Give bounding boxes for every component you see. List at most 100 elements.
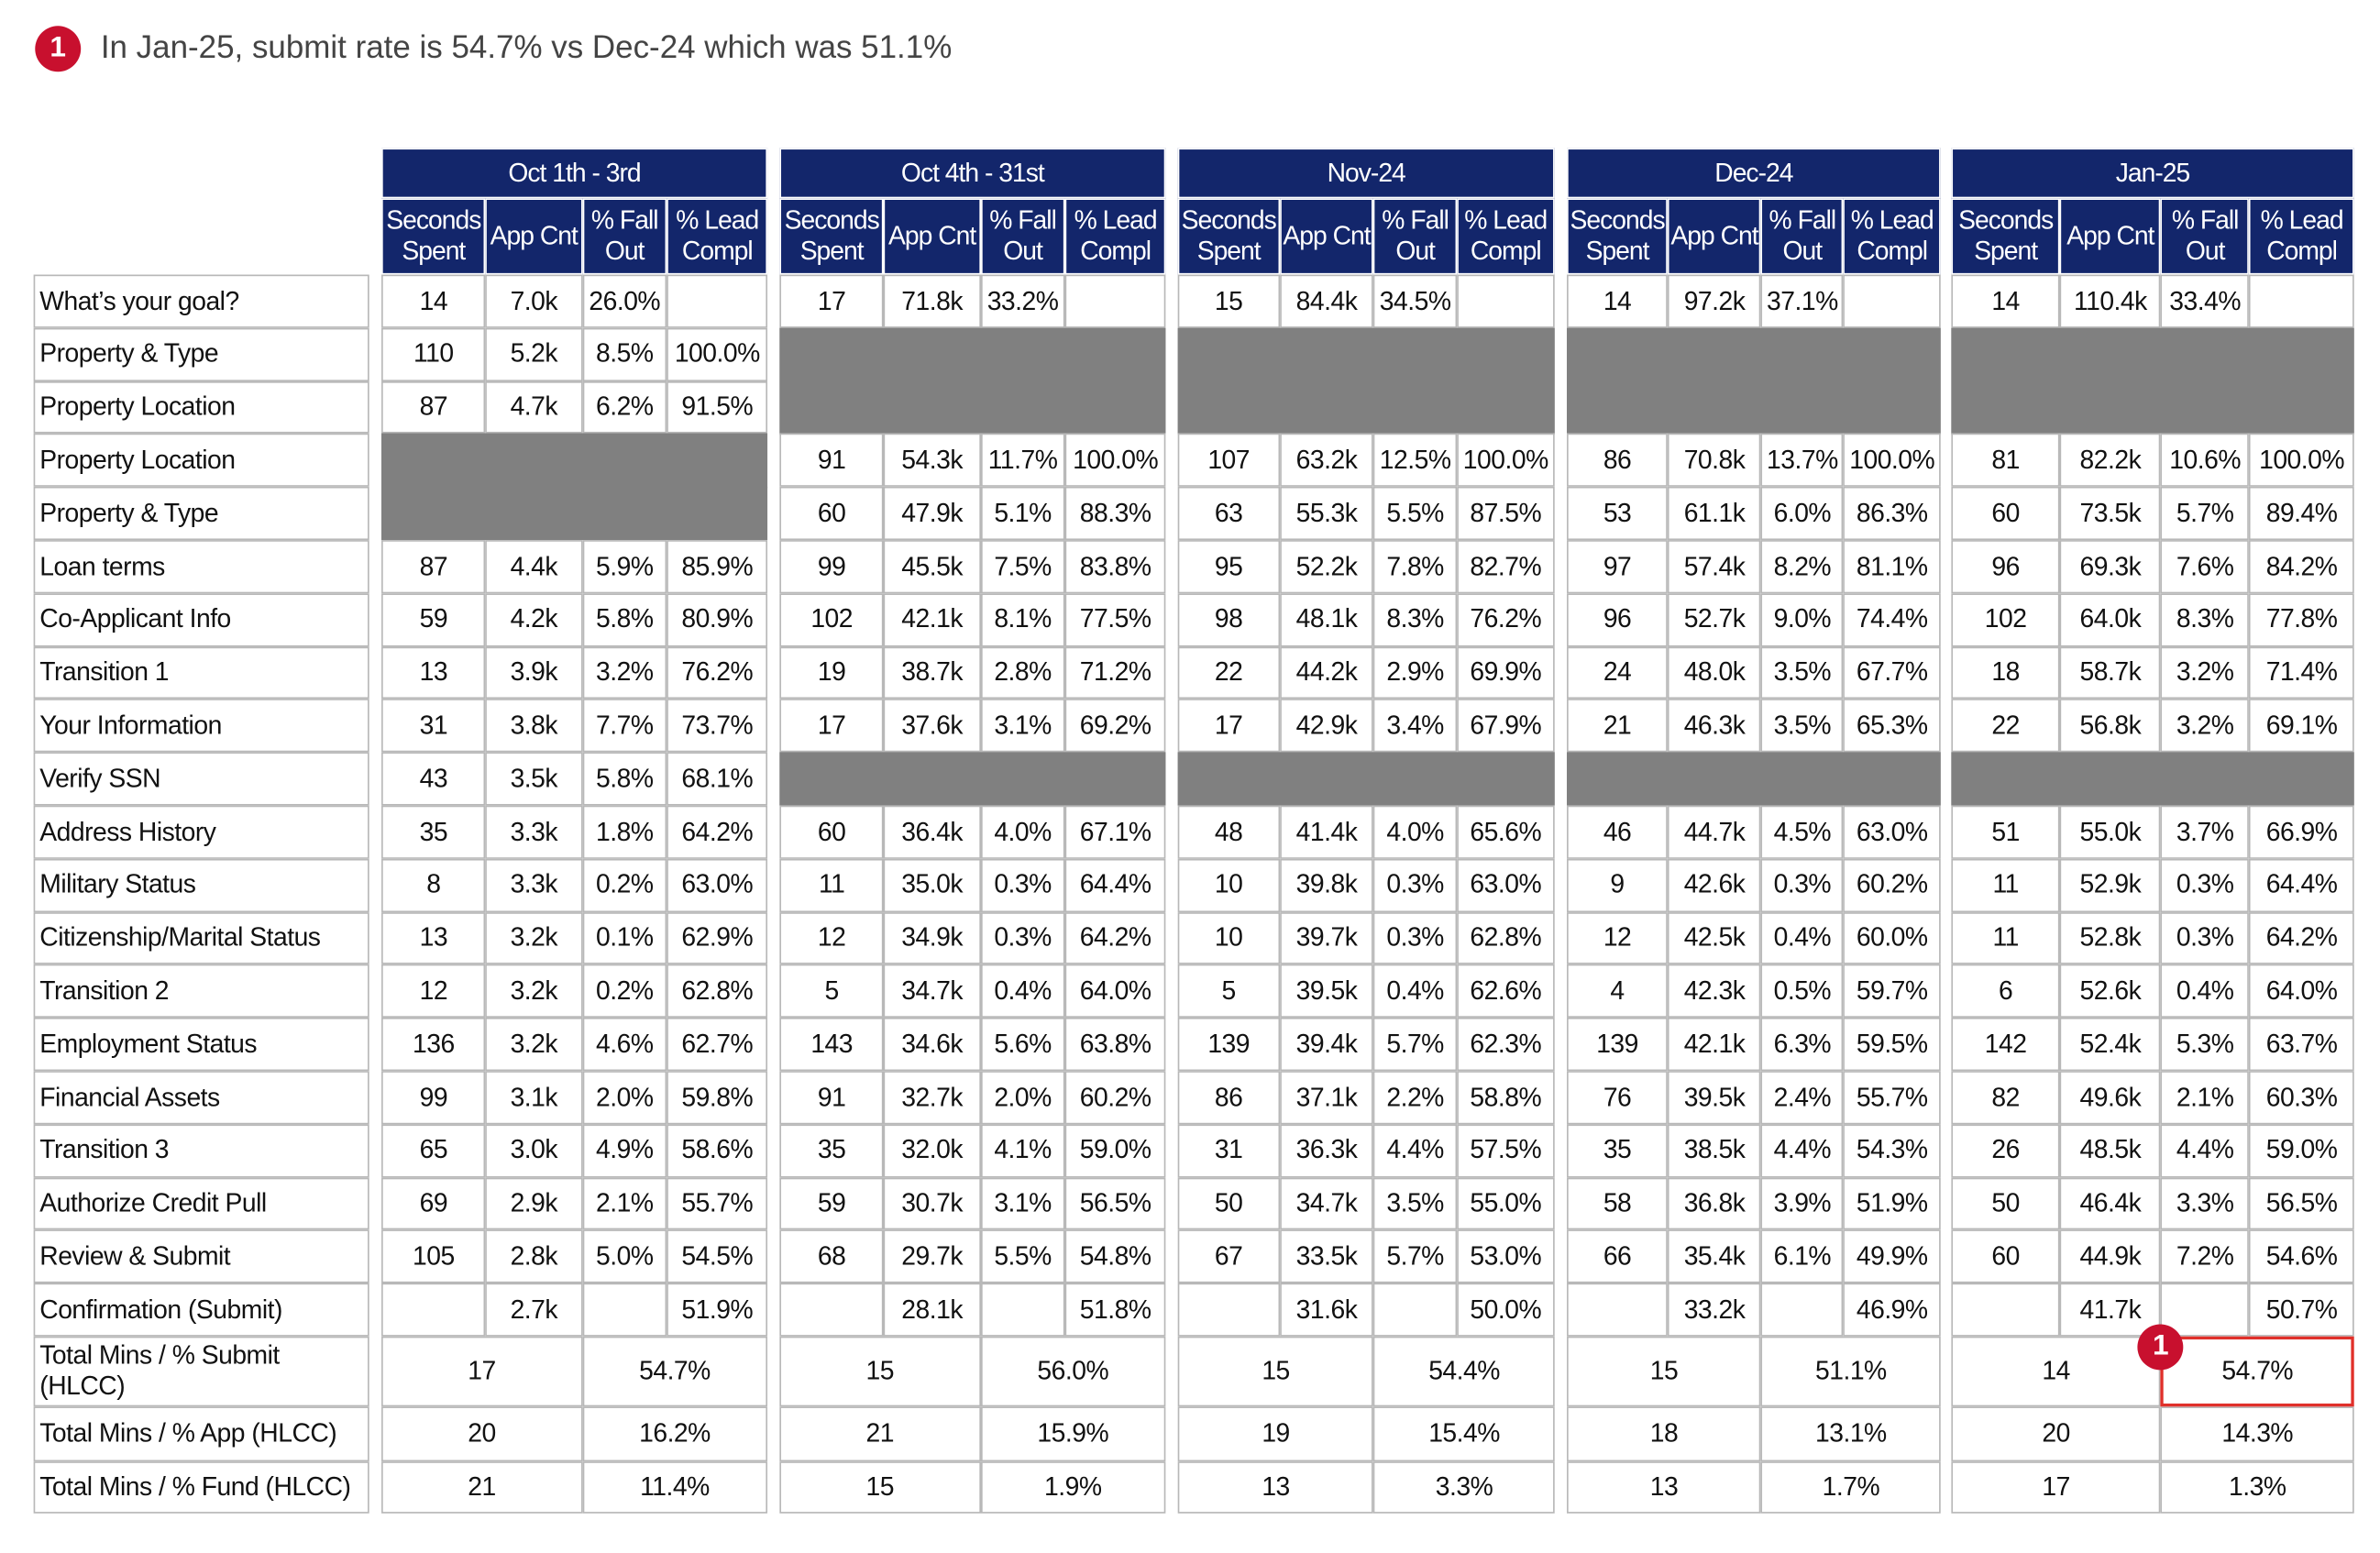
table-cell: 139: [1567, 1018, 1669, 1072]
table-cell: 65.6%: [1456, 805, 1555, 859]
table-cell: [1177, 1283, 1280, 1337]
table-cell: 5: [1177, 964, 1280, 1019]
table-cell: 82.7%: [1456, 540, 1555, 593]
table-cell: 91: [779, 1071, 885, 1125]
table-cell: 7.6%: [2160, 540, 2250, 593]
gray-block: [1567, 327, 1941, 382]
table-cell: 60: [1951, 1229, 2060, 1283]
row-label: Transition 1: [33, 645, 369, 699]
table-cell: 28.1k: [884, 1283, 981, 1337]
table-cell: 14: [1567, 274, 1669, 328]
table-cell: 142: [1951, 1018, 2060, 1072]
table-cell: 4.0%: [1373, 805, 1457, 859]
table-cell: 3.2%: [2160, 645, 2250, 699]
table-cell: 6: [1951, 964, 2060, 1019]
table-cell: 39.5k: [1279, 964, 1374, 1019]
table-cell: 82: [1951, 1071, 2060, 1125]
table-cell: 42.5k: [1668, 911, 1762, 965]
table-cell: 14: [1951, 274, 2060, 328]
table-cell: 44.9k: [2059, 1229, 2161, 1283]
column-header: % Fall Out: [980, 198, 1065, 275]
table-cell: 26.0%: [581, 274, 667, 328]
table-cell: 63.8%: [1064, 1018, 1166, 1072]
total-cell: 17: [1951, 1461, 2161, 1514]
table-cell: 8: [381, 858, 486, 912]
table-cell: 91.5%: [667, 380, 768, 435]
total-cell: 51.1%: [1761, 1336, 1941, 1407]
total-cell: 17: [381, 1336, 582, 1407]
table-cell: 49.9%: [1843, 1229, 1941, 1283]
table-cell: 13: [381, 645, 486, 699]
table-cell: 4.4k: [485, 540, 582, 593]
table-cell: 0.3%: [980, 858, 1065, 912]
table-cell: 55.3k: [1279, 487, 1374, 541]
table-cell: 58.7k: [2059, 645, 2161, 699]
table-cell: 44.7k: [1668, 805, 1762, 859]
table-cell: 52.8k: [2059, 911, 2161, 965]
table-cell: 60.2%: [1064, 1071, 1166, 1125]
total-cell: 54.4%: [1373, 1336, 1555, 1407]
table-cell: 33.2%: [980, 274, 1065, 328]
table-cell: 32.7k: [884, 1071, 981, 1125]
gray-block: [1567, 752, 1941, 807]
table-cell: 3.1%: [980, 1177, 1065, 1230]
row-label: Co-Applicant Info: [33, 592, 369, 646]
table-cell: 62.8%: [667, 964, 768, 1019]
table-cell: 8.2%: [1761, 540, 1844, 593]
table-cell: 3.1%: [980, 699, 1065, 753]
table-cell: 2.7k: [485, 1283, 582, 1337]
table-cell: 2.2%: [1373, 1071, 1457, 1125]
table-cell: 71.8k: [884, 274, 981, 328]
table-cell: 81.1%: [1843, 540, 1941, 593]
table-cell: 56.5%: [1064, 1177, 1166, 1230]
table-cell: 4.9%: [581, 1124, 667, 1178]
row-label: Military Status: [33, 858, 369, 912]
table-cell: 3.3k: [485, 858, 582, 912]
column-header: App Cnt: [1279, 198, 1374, 275]
column-header: App Cnt: [1668, 198, 1762, 275]
table-cell: [1456, 274, 1555, 328]
table-cell: 24: [1567, 645, 1669, 699]
table-cell: 59: [779, 1177, 885, 1230]
table-cell: 30.7k: [884, 1177, 981, 1230]
table-cell: 3.7%: [2160, 805, 2250, 859]
table-cell: 84.4k: [1279, 274, 1374, 328]
table-cell: 4.5%: [1761, 805, 1844, 859]
table-cell: 42.6k: [1668, 858, 1762, 912]
table-cell: 54.8%: [1064, 1229, 1166, 1283]
gray-block: [1177, 752, 1555, 807]
gray-block: [381, 487, 768, 541]
table-cell: 0.4%: [1373, 964, 1457, 1019]
table-cell: 63.2k: [1279, 434, 1374, 488]
table-cell: 64.2%: [2249, 911, 2354, 965]
table-cell: 3.5%: [1373, 1177, 1457, 1230]
table-cell: 37.1k: [1279, 1071, 1374, 1125]
total-cell: 14.3%: [2160, 1406, 2354, 1462]
table-cell: 60.0%: [1843, 911, 1941, 965]
table-cell: 6.0%: [1761, 487, 1844, 541]
table-cell: 49.6k: [2059, 1071, 2161, 1125]
column-header: App Cnt: [884, 198, 981, 275]
table-cell: 2.1%: [581, 1177, 667, 1230]
table-cell: 59.0%: [1064, 1124, 1166, 1178]
table-cell: 12.5%: [1373, 434, 1457, 488]
table-cell: 34.5%: [1373, 274, 1457, 328]
total-cell: 54.7%: [2160, 1336, 2354, 1407]
gray-block: [1951, 752, 2354, 807]
table-cell: 136: [381, 1018, 486, 1072]
column-header: % Lead Compl: [2249, 198, 2354, 275]
table-cell: 0.1%: [581, 911, 667, 965]
table-cell: 62.9%: [667, 911, 768, 965]
table-cell: 64.0k: [2059, 592, 2161, 646]
table-cell: 100.0%: [1456, 434, 1555, 488]
table-cell: 4.4%: [2160, 1124, 2250, 1178]
table-cell: 6.2%: [581, 380, 667, 435]
table-cell: 54.3%: [1843, 1124, 1941, 1178]
table-cell: 96: [1951, 540, 2060, 593]
table-cell: 0.2%: [581, 858, 667, 912]
table-cell: 62.6%: [1456, 964, 1555, 1019]
table-cell: 2.9k: [485, 1177, 582, 1230]
table-cell: 97: [1567, 540, 1669, 593]
table-cell: 86.3%: [1843, 487, 1941, 541]
table-cell: 3.9k: [485, 645, 582, 699]
